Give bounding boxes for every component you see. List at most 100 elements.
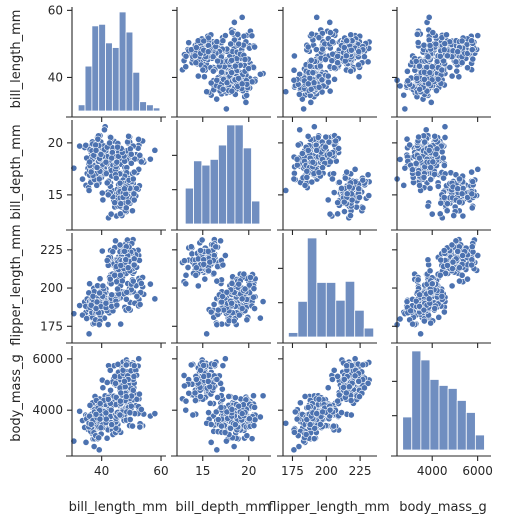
scatter-point [456,264,463,272]
hist-bar [465,412,476,451]
scatter-point [185,389,193,397]
scatter-point [109,248,117,256]
x-tick-label: 200 [315,464,338,478]
scatter-point [454,185,462,193]
scatter-point [313,146,321,154]
scatter-point [324,196,332,204]
scatter-point [307,85,315,93]
scatter-point [219,261,227,269]
scatter-point [364,58,372,66]
scatter-point [435,313,443,321]
scatter-point [214,416,222,423]
hist-bar [447,388,458,451]
scatter-point [192,59,200,67]
scatter-point [347,212,354,219]
scatter-point [234,30,242,38]
scatter-point [297,399,304,407]
y-tick-label: 15 [48,188,63,202]
scatter-point [315,395,323,403]
scatter-point [341,174,349,182]
scatter-point [203,330,211,338]
scatter-point [401,105,409,113]
scatter-point [235,311,243,319]
scatter-point [217,237,224,245]
x-tick-label: 15 [195,464,210,478]
hist-bar [193,160,203,225]
scatter-point [151,410,159,417]
scatter-point [361,53,368,61]
hist-bar [77,104,86,112]
scatter-point [293,161,301,169]
scatter-point [209,53,217,61]
scatter-point [228,87,236,95]
x-tick-label: 175 [281,464,304,478]
scatter-point [474,165,482,173]
scatter-point [355,185,363,193]
y-tick-label: 4000 [32,403,63,417]
scatter-point [428,280,436,288]
scatter-point [97,151,105,158]
scatter-point [198,236,206,244]
scatter-point [111,199,119,207]
scatter-point [210,301,218,308]
scatter-point [456,175,463,183]
scatter-point [112,424,120,432]
hist-bar [438,385,449,451]
scatter-point [315,169,323,176]
scatter-point [243,92,251,99]
scatter-point [193,264,200,272]
scatter-point [182,52,190,60]
scatter-point [400,91,408,99]
scatter-point [291,428,298,436]
scatter-point [313,13,321,21]
scatter-point [355,48,363,56]
scatter-point [309,69,317,77]
scatter-point [444,262,451,269]
scatter-point [136,151,144,159]
panel-bill_depth_mm-vs-body_mass_g [391,120,491,235]
scatter-point [326,406,334,414]
scatter-point [210,67,217,75]
scatter-point [214,57,221,65]
scatter-point [103,257,111,264]
scatter-point [228,29,236,36]
scatter-point [192,397,199,404]
scatter-point [201,73,208,81]
scatter-point [129,277,137,285]
hist-bar [316,282,327,338]
scatter-point [304,146,312,154]
hist-bar [201,164,211,225]
scatter-point [87,420,95,428]
scatter-point [334,397,342,405]
hist-bar [139,101,147,112]
scatter-point [94,135,102,143]
scatter-point [200,260,208,268]
scatter-point [424,256,432,264]
scatter-point [135,135,142,143]
scatter-point [223,105,230,113]
scatter-point [106,275,114,283]
scatter-point [298,150,306,157]
scatter-point [200,373,208,380]
scatter-point [104,321,112,328]
scatter-point [207,439,215,446]
scatter-point [205,34,212,42]
scatter-point [256,70,264,78]
scatter-point [282,88,290,96]
panel-body_mass_g-vs-body_mass_g: 4000 6000 [391,346,493,478]
scatter-point [335,145,343,152]
scatter-point [303,167,311,175]
scatter-point [116,179,124,187]
x-axis-label-body_mass_g: body_mass_g [399,500,487,515]
x-tick-label: 6000 [462,464,493,478]
scatter-point [199,66,207,74]
scatter-point [117,320,125,328]
scatter-point [187,243,195,251]
scatter-point [122,393,130,401]
scatter-point [433,87,440,95]
scatter-point [113,301,121,309]
scatter-point [458,190,466,198]
scatter-point [312,46,320,53]
scatter-point [434,183,442,190]
hist-bar [474,434,485,451]
